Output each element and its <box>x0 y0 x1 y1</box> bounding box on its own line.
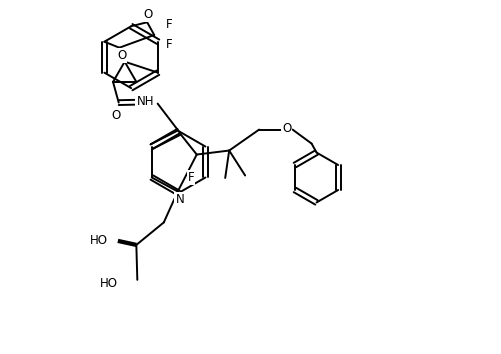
Text: O: O <box>143 8 152 21</box>
Text: HO: HO <box>90 234 108 247</box>
Text: HO: HO <box>100 277 118 290</box>
Text: O: O <box>117 49 126 62</box>
Text: NH: NH <box>136 95 154 108</box>
Text: F: F <box>165 18 172 32</box>
Text: O: O <box>111 109 121 121</box>
Text: F: F <box>165 39 172 51</box>
Text: F: F <box>187 171 194 184</box>
Text: N: N <box>175 193 184 206</box>
Text: O: O <box>282 122 291 135</box>
